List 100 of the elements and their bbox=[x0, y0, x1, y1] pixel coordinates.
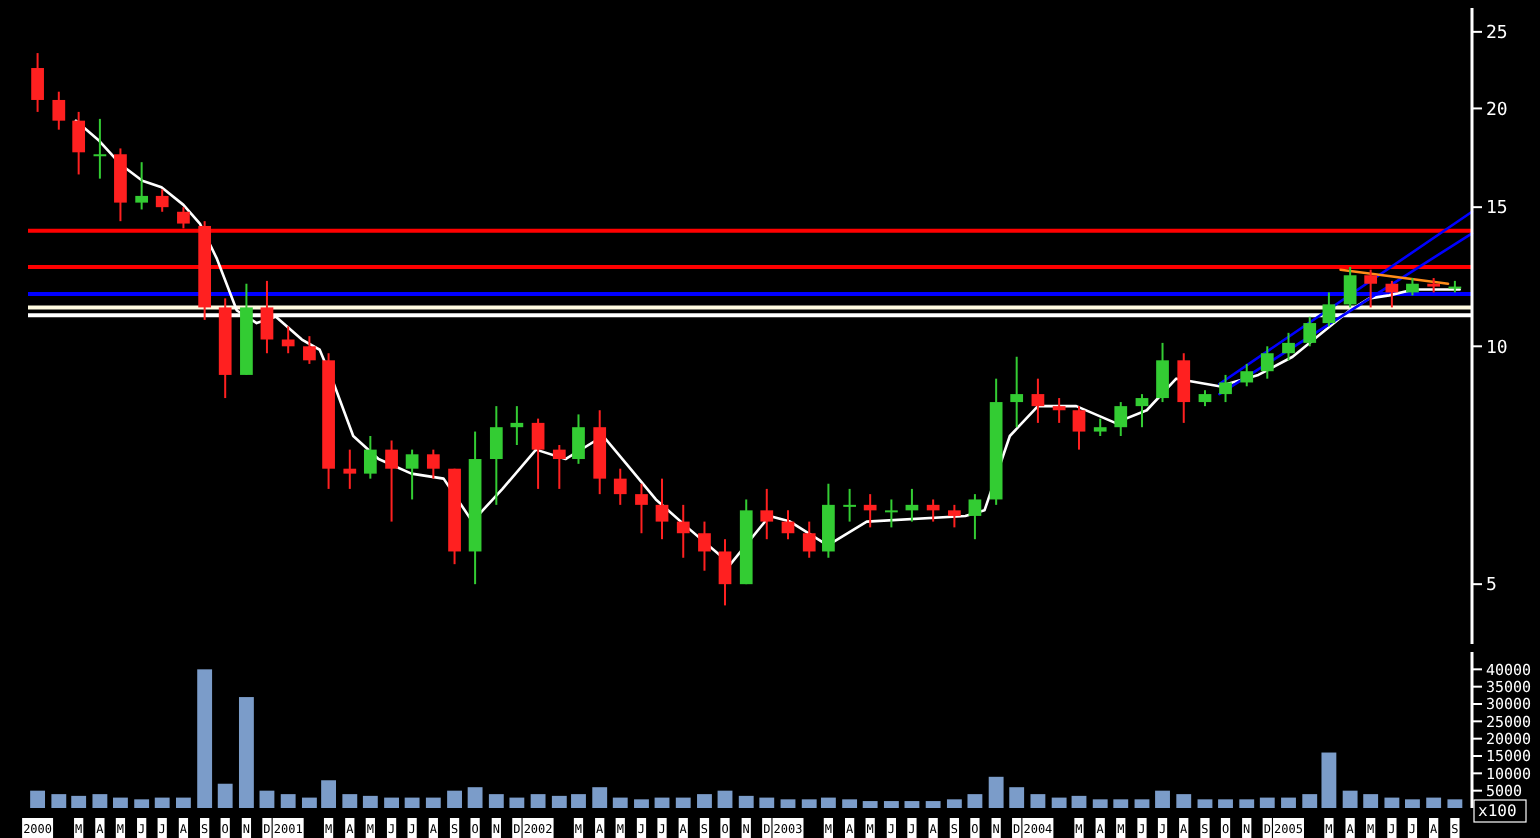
y-tick-label: 15 bbox=[1486, 199, 1508, 220]
bar bbox=[92, 794, 108, 808]
candlestick bbox=[843, 487, 856, 523]
candlestick bbox=[72, 110, 86, 176]
bar bbox=[113, 797, 128, 808]
y-tick-label: 25 bbox=[1486, 24, 1508, 45]
bar bbox=[1155, 790, 1170, 808]
bar bbox=[1447, 799, 1463, 808]
bar bbox=[612, 797, 628, 808]
bar bbox=[801, 799, 817, 808]
y-tick-label: 5 bbox=[1486, 576, 1497, 597]
bar bbox=[759, 797, 775, 808]
bar bbox=[197, 669, 213, 808]
bar bbox=[904, 801, 920, 808]
bar bbox=[946, 799, 962, 808]
candlestick bbox=[1303, 315, 1317, 348]
candlestick bbox=[1322, 291, 1336, 328]
bar bbox=[1239, 799, 1255, 808]
bar bbox=[154, 797, 170, 808]
candlestick bbox=[1052, 397, 1066, 424]
bar bbox=[51, 794, 67, 808]
bar bbox=[925, 801, 941, 808]
bar bbox=[1384, 797, 1400, 808]
candlestick bbox=[698, 520, 711, 572]
bar bbox=[488, 794, 504, 808]
bar bbox=[175, 797, 191, 808]
bar bbox=[1342, 790, 1358, 808]
bar bbox=[1197, 799, 1213, 808]
bar bbox=[820, 797, 836, 808]
bar bbox=[654, 797, 670, 808]
candlestick bbox=[52, 90, 66, 131]
bar bbox=[571, 794, 586, 808]
candlestick bbox=[822, 482, 835, 559]
y-tick-label: 20 bbox=[1486, 100, 1508, 121]
bar bbox=[259, 790, 275, 808]
candlestick bbox=[93, 117, 107, 180]
candlestick bbox=[802, 520, 816, 559]
candlestick bbox=[489, 405, 503, 506]
candlestick bbox=[177, 206, 190, 230]
bar bbox=[1071, 795, 1087, 808]
candlestick bbox=[1219, 373, 1232, 404]
bar bbox=[134, 799, 150, 808]
candlestick bbox=[655, 477, 669, 541]
bar bbox=[1218, 799, 1233, 808]
candlestick bbox=[363, 434, 377, 480]
bar bbox=[1321, 752, 1337, 808]
bar bbox=[238, 697, 254, 808]
candlestick bbox=[1240, 362, 1254, 388]
candlestick bbox=[552, 444, 566, 490]
bar bbox=[1030, 794, 1046, 808]
bar bbox=[988, 776, 1004, 808]
bar bbox=[967, 794, 983, 808]
bar bbox=[342, 794, 358, 808]
bar bbox=[780, 799, 796, 808]
candlestick bbox=[531, 417, 545, 490]
bar bbox=[883, 801, 899, 808]
bar bbox=[1405, 799, 1420, 808]
bar bbox=[71, 795, 87, 808]
bar bbox=[362, 795, 378, 808]
candlestick bbox=[155, 188, 169, 213]
bar bbox=[634, 799, 649, 808]
bar bbox=[675, 797, 691, 808]
bar bbox=[1363, 794, 1379, 808]
bar bbox=[842, 799, 858, 808]
bar bbox=[1113, 799, 1129, 808]
bar bbox=[551, 795, 567, 808]
bar bbox=[384, 797, 399, 808]
bar bbox=[1009, 787, 1025, 808]
candlestick bbox=[1156, 341, 1169, 404]
bar bbox=[280, 794, 296, 808]
candlestick bbox=[760, 487, 774, 541]
candlestick bbox=[510, 405, 524, 447]
candlestick bbox=[718, 538, 732, 607]
bar bbox=[1302, 794, 1318, 808]
bar bbox=[425, 797, 441, 808]
candlestick bbox=[1177, 352, 1191, 424]
candlestick bbox=[1364, 268, 1378, 309]
bar bbox=[447, 790, 462, 808]
candlestick bbox=[885, 498, 898, 529]
y-tick-label: 10 bbox=[1486, 338, 1508, 359]
candlestick bbox=[613, 467, 627, 506]
bar bbox=[738, 795, 754, 808]
candlestick bbox=[135, 161, 149, 211]
bar bbox=[301, 797, 317, 808]
candlestick bbox=[926, 498, 940, 523]
bar bbox=[862, 801, 878, 808]
candlestick bbox=[1114, 401, 1128, 437]
bar bbox=[1176, 794, 1192, 808]
bar bbox=[530, 794, 546, 808]
candlestick bbox=[1031, 377, 1045, 424]
candlestick bbox=[303, 335, 316, 365]
bar bbox=[717, 790, 733, 808]
bar bbox=[1092, 799, 1108, 808]
bar bbox=[1051, 797, 1067, 808]
candlestick bbox=[1135, 393, 1149, 429]
candlestick bbox=[1072, 405, 1086, 451]
candlestick bbox=[863, 493, 877, 529]
bar bbox=[1281, 797, 1296, 808]
bar bbox=[592, 787, 608, 808]
candlestick bbox=[572, 413, 585, 465]
